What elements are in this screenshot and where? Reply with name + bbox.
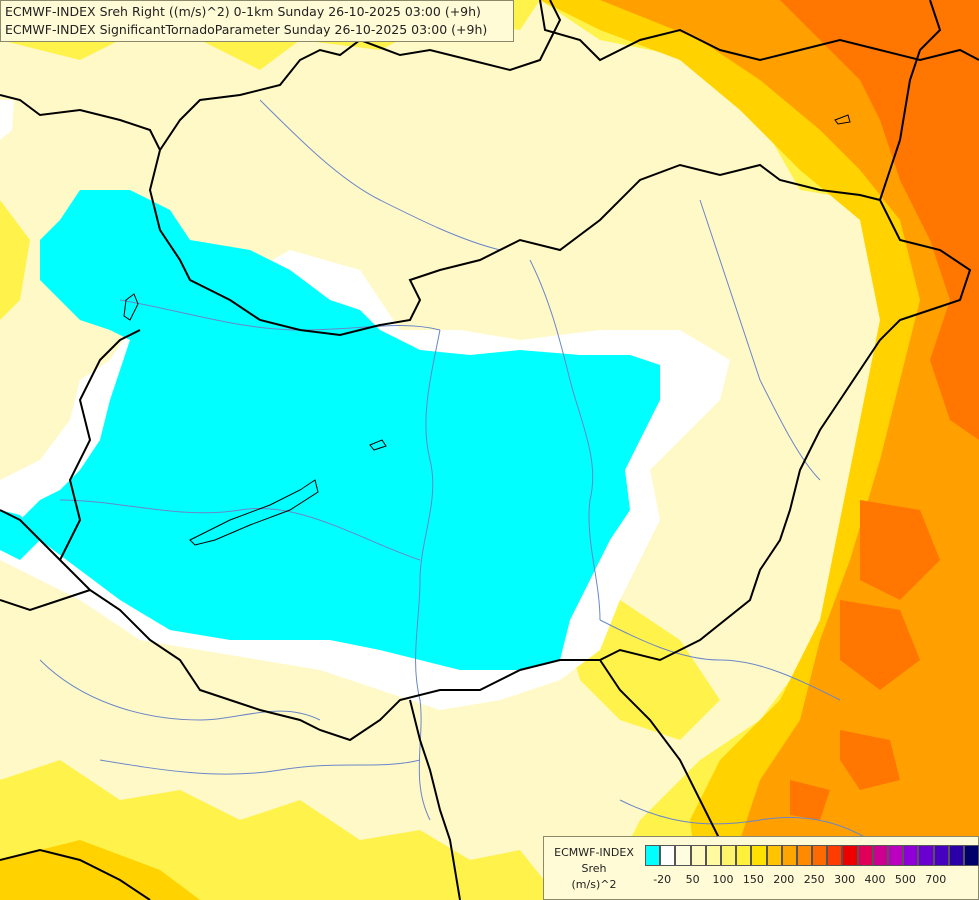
legend-title-model: ECMWF-INDEX bbox=[554, 846, 634, 859]
legend-swatch bbox=[827, 845, 843, 866]
legend-swatch bbox=[842, 845, 858, 866]
lakes bbox=[123, 114, 851, 546]
sreh-cyan-zone bbox=[0, 190, 660, 670]
legend-swatch bbox=[645, 845, 661, 866]
legend-swatch bbox=[660, 845, 676, 866]
legend-tick-label: 200 bbox=[773, 873, 795, 886]
legend-tick-label: 500 bbox=[894, 873, 916, 886]
color-legend: ECMWF-INDEX Sreh (m/s)^2 -20 50 100 150 200 2… bbox=[543, 836, 979, 900]
legend-tick-label: 400 bbox=[864, 873, 886, 886]
legend-tick-label: 100 bbox=[712, 873, 734, 886]
legend-swatch bbox=[948, 845, 964, 866]
legend-tick-label: 150 bbox=[742, 873, 764, 886]
legend-swatch bbox=[781, 845, 797, 866]
legend-title-param: Sreh bbox=[581, 862, 607, 875]
legend-title: ECMWF-INDEX Sreh (m/s)^2 bbox=[548, 845, 640, 893]
legend-tick-label: 50 bbox=[685, 873, 700, 886]
legend-tick-label: 250 bbox=[803, 873, 825, 886]
legend-swatch bbox=[918, 845, 934, 866]
legend-swatch bbox=[963, 845, 979, 866]
legend-unit: (m/s)^2 bbox=[571, 878, 617, 891]
legend-swatch bbox=[933, 845, 949, 866]
legend-swatch bbox=[766, 845, 782, 866]
legend-tick-label: 700 bbox=[925, 873, 947, 886]
legend-swatch bbox=[903, 845, 919, 866]
legend-swatch bbox=[720, 845, 737, 866]
legend-ticks: -20 50 100 150 200 250 300 400 500 700 bbox=[645, 873, 975, 889]
legend-swatch bbox=[796, 845, 813, 866]
legend-tick-label: 300 bbox=[834, 873, 856, 886]
legend-swatch bbox=[690, 845, 706, 866]
rivers bbox=[39, 99, 901, 861]
title-line-sreh: ECMWF-INDEX Sreh Right ((m/s)^2) 0-1km S… bbox=[5, 4, 481, 19]
legend-swatch bbox=[872, 845, 888, 866]
legend-swatch bbox=[705, 845, 721, 866]
legend-swatch bbox=[857, 845, 873, 866]
legend-swatch bbox=[675, 845, 691, 866]
legend-tick-label: -20 bbox=[653, 873, 672, 886]
sreh-deep-orange-band bbox=[780, 0, 979, 820]
title-line-stp: ECMWF-INDEX SignificantTornadoParameter … bbox=[5, 22, 488, 37]
legend-swatch bbox=[736, 845, 752, 866]
legend-swatches bbox=[645, 845, 979, 866]
legend-swatch bbox=[751, 845, 767, 866]
legend-swatch bbox=[888, 845, 904, 866]
legend-swatch bbox=[812, 845, 828, 866]
map-title-box: ECMWF-INDEX Sreh Right ((m/s)^2) 0-1km S… bbox=[0, 0, 514, 42]
